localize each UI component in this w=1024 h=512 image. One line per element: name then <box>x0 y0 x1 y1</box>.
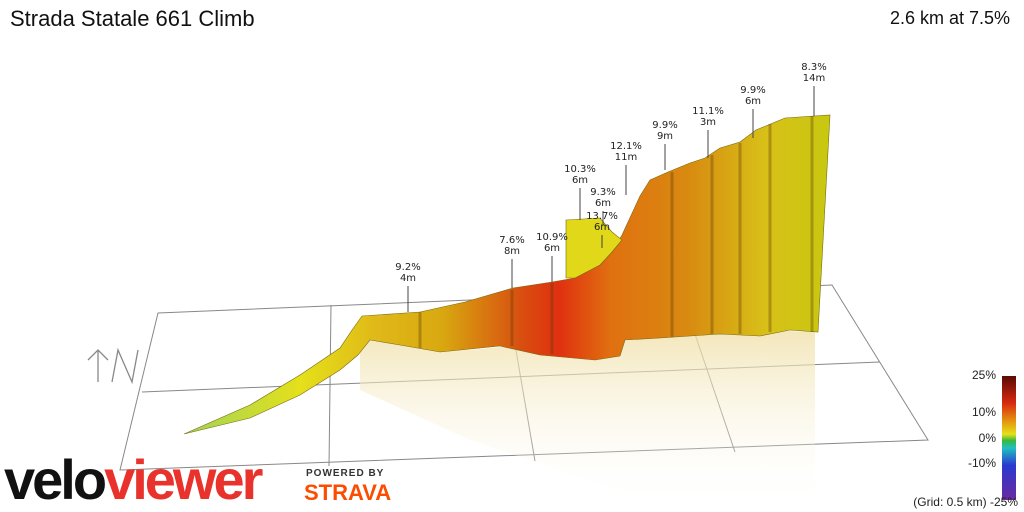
annotation-length: 14m <box>803 73 825 84</box>
annotation-length: 6m <box>595 198 611 209</box>
powered-by-label: POWERED BY <box>306 468 385 479</box>
annotation-grade: 8.3% <box>801 62 826 73</box>
north-arrow-icon <box>87 347 139 385</box>
annotation-grade: 10.3% <box>564 164 596 175</box>
annotation-grade: 9.2% <box>395 262 420 273</box>
annotation-length: 6m <box>544 243 560 254</box>
page-title: Strada Statale 661 Climb <box>10 6 255 31</box>
grade-annotation: 12.1%11m <box>610 141 642 195</box>
grade-annotations: 9.2%4m7.6%8m10.9%6m10.3%6m9.3%6m13.7%6m1… <box>395 62 827 312</box>
grade-annotation: 13.7%6m <box>586 211 618 248</box>
profile-stripes <box>418 116 814 354</box>
annotation-grade: 11.1% <box>692 106 724 117</box>
annotation-grade: 9.9% <box>652 120 677 131</box>
annotation-grade: 12.1% <box>610 141 642 152</box>
annotation-grade: 10.9% <box>536 232 568 243</box>
annotation-length: 11m <box>615 152 637 163</box>
strava-logo: STRAVA <box>304 480 392 505</box>
legend-label-neg10: -10% <box>968 456 996 470</box>
grade-annotation: 10.9%6m <box>536 232 568 282</box>
grade-annotation: 9.9%6m <box>740 85 766 138</box>
veloviewer-logo: veloviewer <box>4 448 263 511</box>
annotation-length: 6m <box>594 222 610 233</box>
legend-label-0: 0% <box>979 431 997 445</box>
grid-note: (Grid: 0.5 km) -25% <box>913 495 1018 509</box>
grade-annotation: 11.1%3m <box>692 106 724 158</box>
gradient-legend: 25% 10% 0% -10% <box>968 368 1016 500</box>
grade-annotation: 9.9%9m <box>652 120 678 170</box>
hairpin-block <box>565 217 623 279</box>
legend-label-10: 10% <box>972 405 996 419</box>
grade-annotation: 10.3%6m <box>564 164 596 220</box>
annotation-length: 9m <box>657 131 673 142</box>
profile-wall <box>183 114 831 435</box>
annotation-length: 3m <box>700 117 716 128</box>
profile-shadow <box>360 330 815 512</box>
legend-label-25: 25% <box>972 368 996 382</box>
annotation-length: 8m <box>504 246 520 257</box>
annotation-grade: 9.9% <box>740 85 765 96</box>
annotation-grade: 13.7% <box>586 211 618 222</box>
grade-annotation: 7.6%8m <box>499 235 525 288</box>
climb-summary: 2.6 km at 7.5% <box>889 8 1010 28</box>
annotation-length: 4m <box>400 273 416 284</box>
grade-annotation: 8.3%14m <box>801 62 827 116</box>
annotation-length: 6m <box>745 96 761 107</box>
annotation-length: 6m <box>572 175 588 186</box>
annotation-grade: 9.3% <box>590 187 615 198</box>
grade-annotation: 9.3%6m <box>590 187 616 225</box>
grade-annotation: 9.2%4m <box>395 262 421 312</box>
annotation-grade: 7.6% <box>499 235 524 246</box>
